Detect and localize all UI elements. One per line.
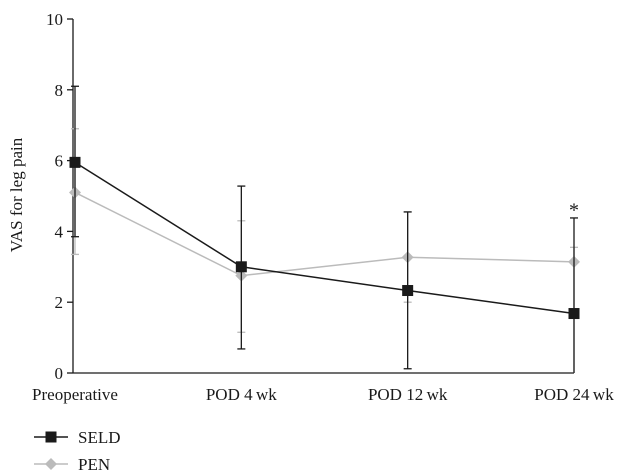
y-tick-label: 8 [55,81,64,100]
legend-label: PEN [78,455,110,474]
y-tick-label: 2 [55,293,64,312]
series-seld [69,85,580,373]
y-tick-label: 6 [55,152,64,171]
x-tick-label: POD 12 wk [368,385,448,404]
x-tick-label: Preoperative [32,385,118,404]
y-tick-label: 10 [46,10,63,29]
series-line [74,191,575,277]
axes: 0 2 4 6 8 10 Preoperative POD 4 wk POD 12 wk POD … [32,10,614,404]
legend-item-seld: SELD [34,428,121,447]
data-point [69,156,81,168]
series-pen [69,128,580,373]
legend-item-pen: PEN [34,455,110,474]
y-axis-title: VAS for leg pain [7,137,26,252]
legend-label: SELD [78,428,121,447]
legend: SELD PEN [34,428,121,474]
series-layer [69,85,580,373]
x-tick-label: POD 4 wk [206,385,277,404]
y-tick-label: 4 [55,222,64,241]
data-point [235,261,247,273]
significance-marker: * [569,200,579,222]
data-point [568,308,580,320]
series-line [74,161,575,315]
data-point [45,431,57,443]
data-point [402,285,414,297]
x-tick-label: POD 24 wk [534,385,614,404]
data-point [45,458,57,470]
y-tick-label: 0 [55,364,64,383]
